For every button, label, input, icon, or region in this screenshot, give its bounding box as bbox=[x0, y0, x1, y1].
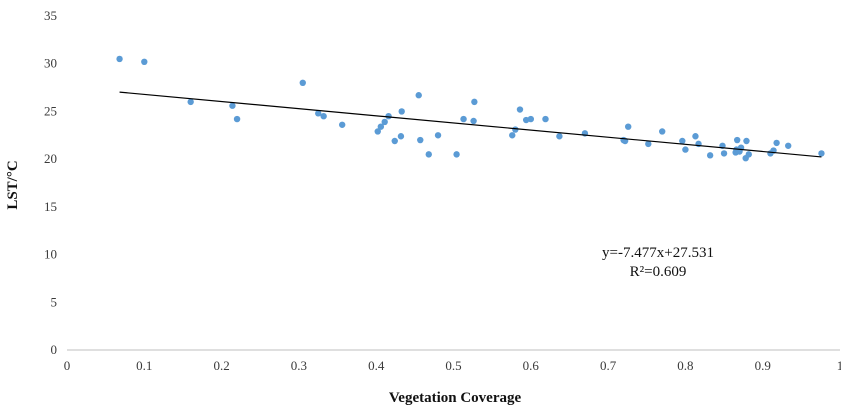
data-point bbox=[542, 115, 549, 123]
data-point bbox=[818, 150, 825, 157]
data-point bbox=[417, 136, 424, 144]
x-tick-label: 0.1 bbox=[136, 358, 152, 373]
data-point bbox=[773, 139, 780, 147]
data-point bbox=[391, 137, 398, 145]
y-tick-label: 30 bbox=[44, 56, 57, 71]
x-tick-labels: 0 0.1 0.2 0.3 0.4 0.5 0.6 0.7 0.8 0.9 1 bbox=[64, 358, 841, 373]
data-point bbox=[692, 133, 699, 140]
x-tick-label: 0.8 bbox=[677, 358, 693, 373]
data-point bbox=[315, 110, 322, 117]
x-tick-label: 1 bbox=[837, 358, 841, 373]
data-point bbox=[679, 137, 686, 145]
data-point bbox=[785, 142, 792, 149]
x-axis-title: Vegetation Coverage bbox=[389, 390, 522, 406]
data-point bbox=[320, 113, 327, 120]
trendline bbox=[119, 91, 822, 158]
data-point bbox=[233, 115, 241, 123]
y-tick-label: 5 bbox=[51, 294, 58, 309]
data-point bbox=[187, 98, 194, 106]
data-point bbox=[720, 150, 728, 157]
data-point bbox=[659, 128, 666, 135]
data-point bbox=[141, 58, 148, 66]
data-point bbox=[299, 79, 306, 87]
data-point bbox=[377, 123, 385, 130]
data-point bbox=[460, 115, 467, 123]
data-point bbox=[733, 136, 741, 144]
data-point bbox=[229, 102, 236, 109]
y-tick-labels: 0 5 10 15 20 25 30 35 bbox=[44, 8, 57, 357]
y-tick-label: 20 bbox=[44, 151, 57, 166]
x-tick-label: 0.9 bbox=[755, 358, 771, 373]
x-tick-label: 0.7 bbox=[600, 358, 617, 373]
data-point bbox=[556, 133, 563, 140]
data-point bbox=[374, 128, 381, 135]
data-point bbox=[338, 121, 346, 128]
data-point bbox=[645, 140, 652, 148]
data-point bbox=[706, 152, 714, 159]
trendline-r2: R²=0.609 bbox=[630, 264, 687, 280]
data-point bbox=[471, 98, 478, 106]
y-tick-label: 10 bbox=[44, 247, 57, 262]
trendline-group bbox=[119, 91, 822, 158]
data-point bbox=[743, 137, 750, 145]
data-point bbox=[527, 115, 534, 123]
x-tick-label: 0.6 bbox=[523, 358, 540, 373]
x-tick-label: 0.3 bbox=[291, 358, 307, 373]
data-point bbox=[509, 132, 516, 139]
data-point bbox=[398, 108, 405, 115]
y-tick-label: 0 bbox=[51, 342, 58, 357]
data-point bbox=[415, 92, 422, 99]
data-point bbox=[682, 146, 689, 153]
x-tick-label: 0.2 bbox=[213, 358, 229, 373]
x-tick-label: 0.5 bbox=[445, 358, 461, 373]
trendline-equation: y=-7.477x+27.531 bbox=[602, 245, 714, 261]
y-tick-label: 15 bbox=[44, 199, 57, 214]
data-points bbox=[116, 55, 825, 162]
x-tick-label: 0.4 bbox=[368, 358, 385, 373]
data-point bbox=[385, 113, 392, 120]
y-tick-label: 35 bbox=[44, 8, 57, 23]
y-axis-title: LST/°C bbox=[5, 160, 21, 209]
data-point bbox=[624, 123, 632, 130]
data-point bbox=[116, 55, 123, 63]
data-point bbox=[425, 151, 432, 158]
data-point bbox=[434, 132, 442, 139]
data-point bbox=[381, 118, 388, 126]
data-point bbox=[512, 126, 519, 133]
x-tick-label: 0 bbox=[64, 358, 71, 373]
data-point bbox=[453, 151, 460, 158]
data-point bbox=[745, 151, 752, 158]
data-point bbox=[470, 117, 477, 125]
y-tick-label: 25 bbox=[44, 103, 57, 118]
data-point bbox=[397, 133, 405, 140]
data-point bbox=[516, 106, 524, 113]
